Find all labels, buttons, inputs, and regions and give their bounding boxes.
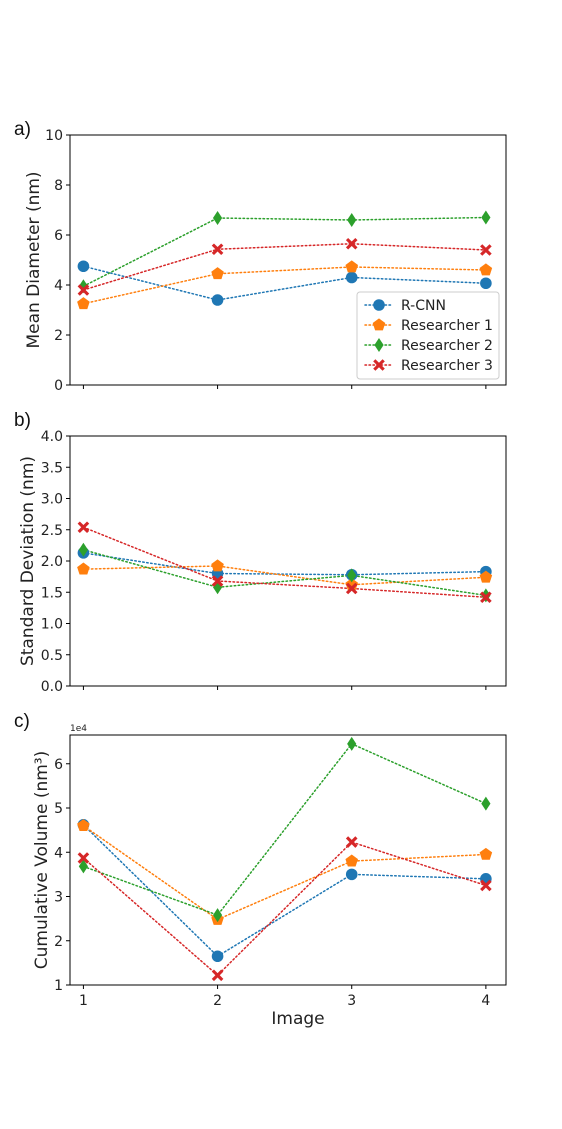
panel-c-ytick-label: 1 — [54, 978, 63, 994]
panel-b-line-researcher-3 — [82, 526, 487, 598]
panel-b-point-researcher-1 — [211, 559, 224, 572]
panel-a-point-researcher-3 — [77, 284, 90, 296]
panel-b-point-researcher-3 — [345, 582, 358, 595]
panel-a-ylabel: Mean Diameter (nm) — [24, 171, 44, 348]
panel-a-line-researcher-1 — [82, 266, 487, 305]
panel-a-legend-marker-researcher-2 — [374, 338, 384, 352]
panel-c-point-researcher-3 — [480, 879, 492, 892]
panel-c-xlabel: Image — [271, 1009, 324, 1029]
panel-c-point-researcher-1 — [479, 847, 493, 860]
panel-c-ytick-label: 3 — [54, 890, 63, 906]
panel-a-legend-marker-researcher-3 — [373, 359, 385, 371]
panel-c-ytick-label: 4 — [54, 845, 63, 861]
panel-c-point-researcher-2 — [481, 796, 491, 811]
panel-a-legend-marker-researcher-1 — [372, 318, 386, 331]
panel-b-point-researcher-1 — [77, 562, 90, 575]
panel-c-point-researcher-3 — [345, 836, 358, 848]
panel-a-point-researcher-1 — [77, 297, 90, 310]
panel-a-plot: 0 2 4 6 8 10 Mean Diameter (nm) R-CNN Researcher… — [24, 128, 507, 394]
panel-a-legend-label-r-cnn: R-CNN — [401, 298, 446, 314]
panel-a-point-researcher-3 — [211, 243, 224, 256]
panel-a-point-researcher-2 — [347, 213, 357, 227]
panel-b-ytick-label: 3.5 — [41, 460, 63, 476]
panel-c-ytick-label: 2 — [54, 934, 63, 950]
panel-a-ytick-label: 0 — [54, 378, 63, 394]
panel-b-point-researcher-3 — [211, 575, 224, 587]
panel-a-legend-label-researcher-2: Researcher 2 — [401, 338, 493, 354]
panel-c-ylabel: Cumulative Volume (nm³) — [32, 751, 52, 969]
panel-c-point-r-cnn — [211, 950, 224, 963]
panel-c-point-researcher-2 — [347, 736, 357, 751]
panel-c-point-researcher-2 — [212, 908, 223, 923]
panel-b-point-researcher-3 — [77, 521, 90, 534]
panel-a-line-researcher-3 — [82, 242, 487, 291]
panel-a-point-researcher-3 — [480, 244, 492, 256]
panel-a-point-researcher-1 — [211, 267, 224, 280]
panel-a-legend-marker-r-cnn — [373, 299, 385, 311]
panel-c-line-r-cnn — [82, 824, 487, 958]
panel-c-point-researcher-3 — [211, 969, 224, 982]
panel-a-point-r-cnn — [345, 271, 358, 284]
panel-b-line-r-cnn — [82, 552, 487, 576]
panel-b-line-researcher-1 — [82, 565, 487, 586]
panel-a-point-researcher-3 — [345, 237, 358, 250]
panel-a-legend-label-researcher-1: Researcher 1 — [401, 318, 493, 334]
panel-b-ylabel: Standard Deviation (nm) — [18, 456, 38, 666]
panel-b-ytick-label: 1.5 — [41, 585, 63, 601]
panel-b-ytick-label: 0.0 — [41, 679, 63, 695]
panel-b-line-researcher-2 — [82, 549, 487, 597]
panel-a-point-researcher-1 — [479, 263, 493, 276]
panel-c-line-researcher-2 — [82, 742, 487, 916]
panel-c-xtick-label: 1 — [79, 993, 88, 1009]
panel-c-point-researcher-1 — [345, 854, 358, 867]
panel-a-line-researcher-2 — [82, 216, 487, 287]
panel-a-legend-box — [356, 291, 500, 380]
panel-a-axes-frame — [69, 134, 507, 386]
panel-a-point-researcher-2 — [212, 211, 223, 225]
panel-a-point-researcher-1 — [345, 260, 358, 273]
panel-a-point-r-cnn — [77, 260, 90, 273]
panel-b-ytick-label: 1.0 — [41, 617, 63, 633]
panel-c-ytick-label: 5 — [54, 801, 63, 817]
panel-b-point-researcher-3 — [480, 591, 492, 604]
panel-b-point-researcher-2 — [347, 568, 357, 583]
panel-b-ytick-label: 2.0 — [41, 554, 63, 570]
panel-b-point-researcher-1 — [479, 570, 493, 583]
panel-c-line-researcher-3 — [82, 841, 487, 977]
panel-c-xtick-label: 3 — [347, 993, 356, 1009]
panel-c-ytick-label: 6 — [54, 757, 63, 773]
panel-c-point-r-cnn — [345, 868, 358, 881]
panel-c-xtick-label: 4 — [481, 993, 490, 1009]
panel-a-ytick-label: 2 — [54, 328, 63, 344]
panel-b-ytick-label: 3.0 — [41, 492, 63, 508]
panel-c-point-researcher-2 — [78, 859, 89, 874]
panel-a-legend-label-researcher-3: Researcher 3 — [401, 358, 493, 374]
panel-c-xtick-label: 2 — [213, 993, 222, 1009]
panel-a-ytick-label: 8 — [54, 178, 63, 194]
panel-label-a: a) — [14, 119, 31, 140]
panel-a-ytick-label: 4 — [54, 278, 63, 294]
panel-c-point-researcher-1 — [77, 819, 90, 832]
panel-a-point-r-cnn — [480, 277, 492, 290]
panel-c-point-researcher-3 — [77, 852, 90, 864]
panel-a-point-r-cnn — [211, 294, 224, 306]
panel-b-point-researcher-2 — [78, 542, 89, 557]
panel-label-b: b) — [14, 410, 31, 431]
panel-c-axes-frame — [69, 734, 507, 986]
panel-a-legend: R-CNN Researcher 1 Researcher 2 Researcher … — [356, 291, 500, 380]
panel-b-ytick-label: 4.0 — [41, 429, 63, 445]
panel-a-ytick-label: 10 — [45, 128, 63, 144]
panel-b-ytick-label: 2.5 — [41, 523, 63, 539]
panel-c-offset-text: 1e4 — [70, 724, 87, 734]
panel-label-c: c) — [14, 711, 30, 732]
panel-a-point-researcher-2 — [481, 210, 491, 225]
panel-a-line-r-cnn — [82, 265, 487, 301]
panel-c-line-researcher-1 — [82, 824, 487, 921]
panel-b-ytick-label: 0.5 — [41, 648, 63, 664]
panel-a-ytick-label: 6 — [54, 228, 63, 244]
